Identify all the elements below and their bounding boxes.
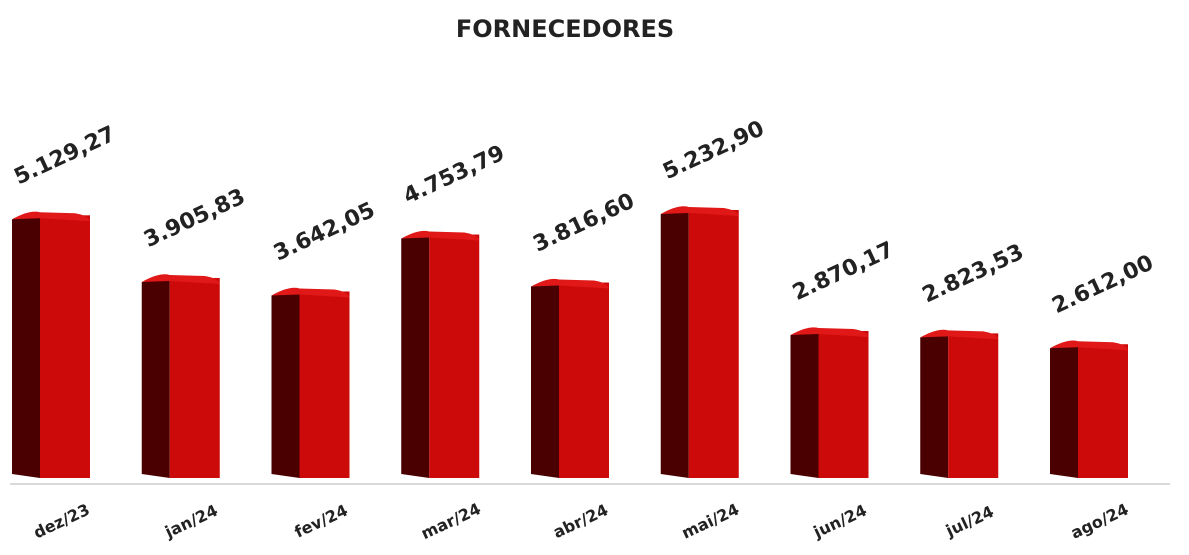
bar	[948, 333, 999, 478]
bar-side	[141, 277, 170, 478]
chart-title: FORNECEDORES	[456, 15, 674, 43]
bar-side	[790, 331, 819, 478]
bar-top	[531, 278, 609, 289]
bar-side	[1050, 344, 1078, 478]
bar	[169, 277, 220, 478]
bar-side	[12, 215, 40, 478]
bar-side	[271, 291, 300, 478]
bar-top	[141, 274, 220, 284]
bar	[818, 331, 869, 478]
bar-side	[920, 333, 949, 478]
bar	[299, 291, 350, 478]
bar-side	[660, 210, 689, 478]
value-label: 2.823,53	[919, 240, 1028, 309]
x-tick-label: dez/23	[30, 500, 92, 542]
value-label: 5.232,90	[659, 116, 768, 185]
x-tick-label: ago/24	[1068, 500, 1132, 543]
x-tick-label: abr/24	[550, 500, 611, 542]
x-tick-label: mar/24	[418, 499, 484, 543]
x-tick-label: jan/24	[161, 501, 220, 542]
bar-top	[12, 211, 90, 222]
bar	[40, 215, 90, 478]
value-label: 3.905,83	[140, 184, 249, 253]
value-label: 2.870,17	[789, 237, 898, 306]
value-label: 3.642,05	[270, 198, 379, 267]
x-tick-label: jul/24	[942, 502, 997, 541]
bar	[559, 282, 609, 478]
value-label: 4.753,79	[400, 141, 509, 210]
bar-side	[401, 234, 430, 478]
value-label: 5.129,27	[11, 122, 120, 191]
value-label: 2.612,00	[1049, 251, 1158, 320]
bar-top	[401, 230, 480, 241]
x-tick-label: fev/24	[292, 501, 351, 542]
value-label: 3.816,60	[530, 189, 639, 258]
x-tick-label: mai/24	[679, 500, 742, 543]
bar	[429, 234, 480, 478]
bar-top	[1050, 340, 1128, 351]
bar-side	[531, 282, 559, 478]
bar-top	[660, 206, 739, 216]
bar-top	[920, 329, 999, 340]
bar-top	[271, 287, 350, 298]
bar	[1078, 344, 1128, 478]
bar-top	[790, 327, 869, 338]
x-tick-label: jun/24	[810, 501, 870, 542]
bar	[688, 210, 739, 478]
